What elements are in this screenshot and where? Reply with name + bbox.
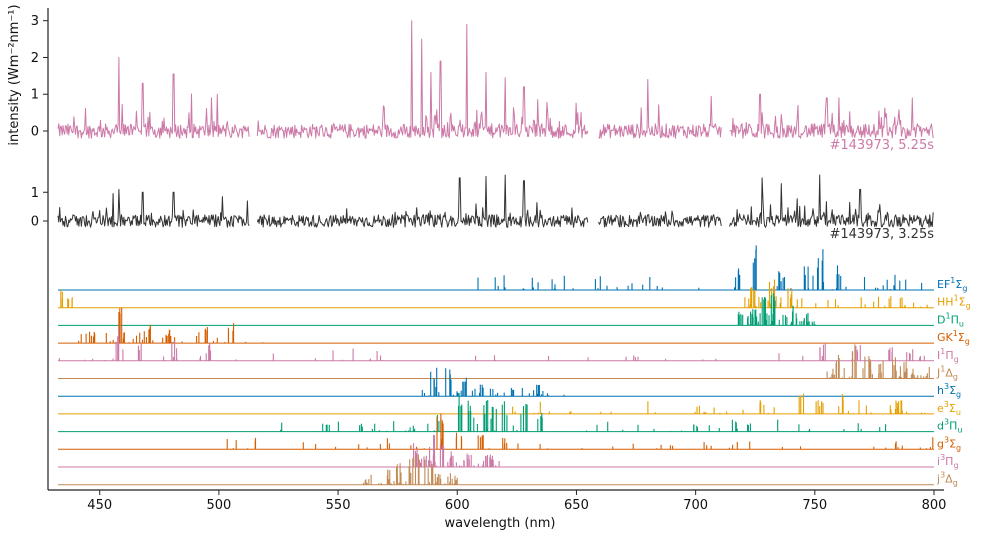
y-tick-label: 1 [31,88,39,103]
y-tick-label: 0 [31,215,39,230]
band-group: GK1Σg [58,307,970,346]
spectrum-trace [57,20,934,139]
spectrum-label: #143973, 5.25s [829,138,934,153]
axes-layer: wavelength (nm) intensity (Wm⁻²nm⁻¹) 450… [7,4,946,531]
band-label: h3Σg [937,382,961,399]
band-label: EF1Σg [937,276,967,293]
band-lines [397,434,505,467]
bands-layer: EF1ΣgHH1ΣgD1ΠuGK1ΣgI1ΠgJ1Δgh3Σge3Σud3Πug… [58,245,971,488]
band-group: EF1Σg [58,245,967,293]
x-tick-label: 600 [445,498,470,513]
band-label: I1Πg [937,347,959,364]
band-lines [60,279,928,308]
x-tick-label: 800 [922,498,947,513]
band-lines [226,413,934,450]
x-axis-label: wavelength (nm) [445,516,556,531]
band-lines [421,367,565,397]
band-label: d3Πu [937,418,962,435]
band-lines [362,454,458,485]
band-label: J1Δg [936,365,958,382]
band-lines [826,344,930,379]
band-lines [512,393,926,414]
band-label: e3Σu [937,400,961,417]
y-axis-label: intensity (Wm⁻²nm⁻¹) [7,4,22,145]
band-group: d3Πu [58,392,962,435]
band-group: I1Πg [58,326,959,364]
band-lines [280,392,920,432]
band-label: HH1Σg [937,294,971,311]
spectrum-trace [57,174,934,228]
band-label: j3Δg [936,471,958,488]
band-label: GK1Σg [937,329,970,346]
band-group: h3Σg [58,367,961,399]
x-tick-label: 450 [87,498,112,513]
band-group: j3Δg [58,454,958,488]
y-tick-label: 0 [31,125,39,140]
y-tick-label: 2 [31,51,39,66]
x-tick-label: 650 [564,498,589,513]
y-tick-label: 3 [31,14,39,29]
x-tick-label: 500 [206,498,231,513]
x-tick-label: 700 [683,498,708,513]
band-lines [737,293,816,326]
band-lines [477,245,923,290]
band-label: D1Πu [937,311,964,328]
band-group: J1Δg [58,344,958,382]
spectrum-label: #143973, 3.25s [829,227,934,242]
band-lines [58,326,925,361]
y-tick-label: 1 [31,186,39,201]
band-group: HH1Σg [58,279,971,311]
band-group: D1Πu [58,293,964,328]
spectra-layer: #143973, 5.25s #143973, 3.25s [57,20,934,242]
band-group: i3Πg [58,434,959,470]
band-group: e3Σu [58,393,961,417]
band-label: g3Σg [937,435,961,452]
x-tick-label: 550 [326,498,351,513]
band-label: i3Πg [937,453,959,470]
x-tick-label: 750 [802,498,827,513]
band-group: g3Σg [58,413,961,452]
